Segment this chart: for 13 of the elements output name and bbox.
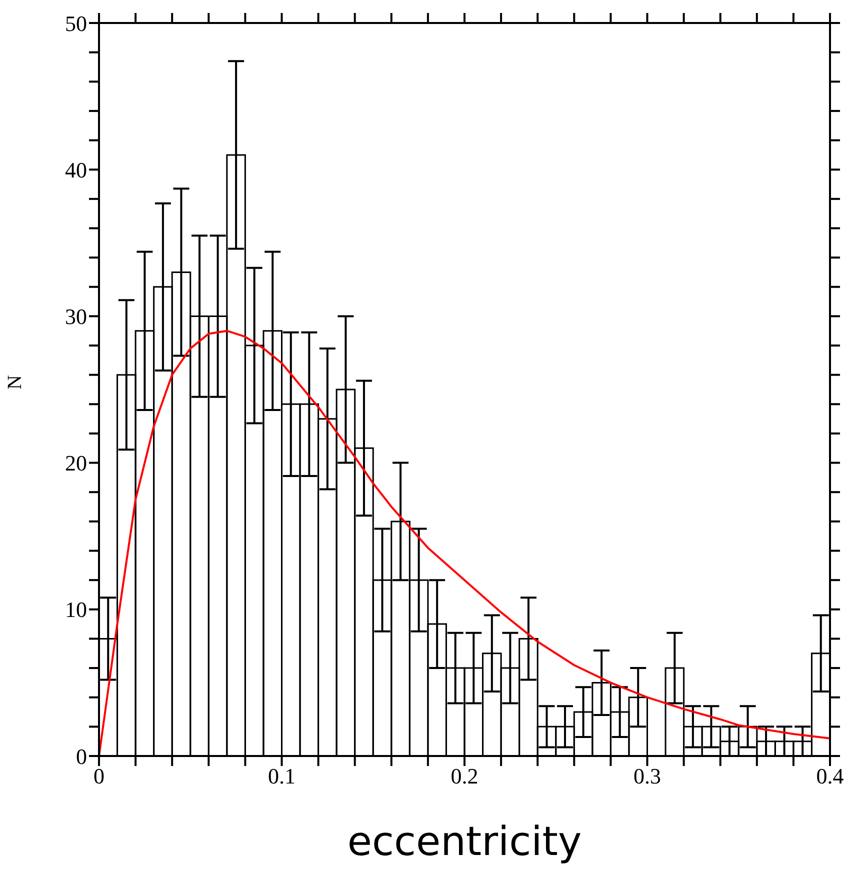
x-tick-label: 0.2 <box>450 764 478 789</box>
y-tick-label: 10 <box>65 597 87 622</box>
y-tick-label: 30 <box>65 304 87 330</box>
y-tick-label: 0 <box>76 744 87 769</box>
y-tick-label: 50 <box>65 10 87 36</box>
x-axis-title: eccentricity <box>347 819 582 865</box>
x-tick-label: 0.4 <box>816 764 844 789</box>
x-tick-label: 0.3 <box>634 764 661 789</box>
y-tick-label: 40 <box>65 157 87 182</box>
x-tick-label: 0 <box>94 764 104 789</box>
x-tick-label: 0.1 <box>268 764 296 789</box>
y-axis-title: N <box>4 375 26 390</box>
y-tick-label: 20 <box>65 450 87 476</box>
